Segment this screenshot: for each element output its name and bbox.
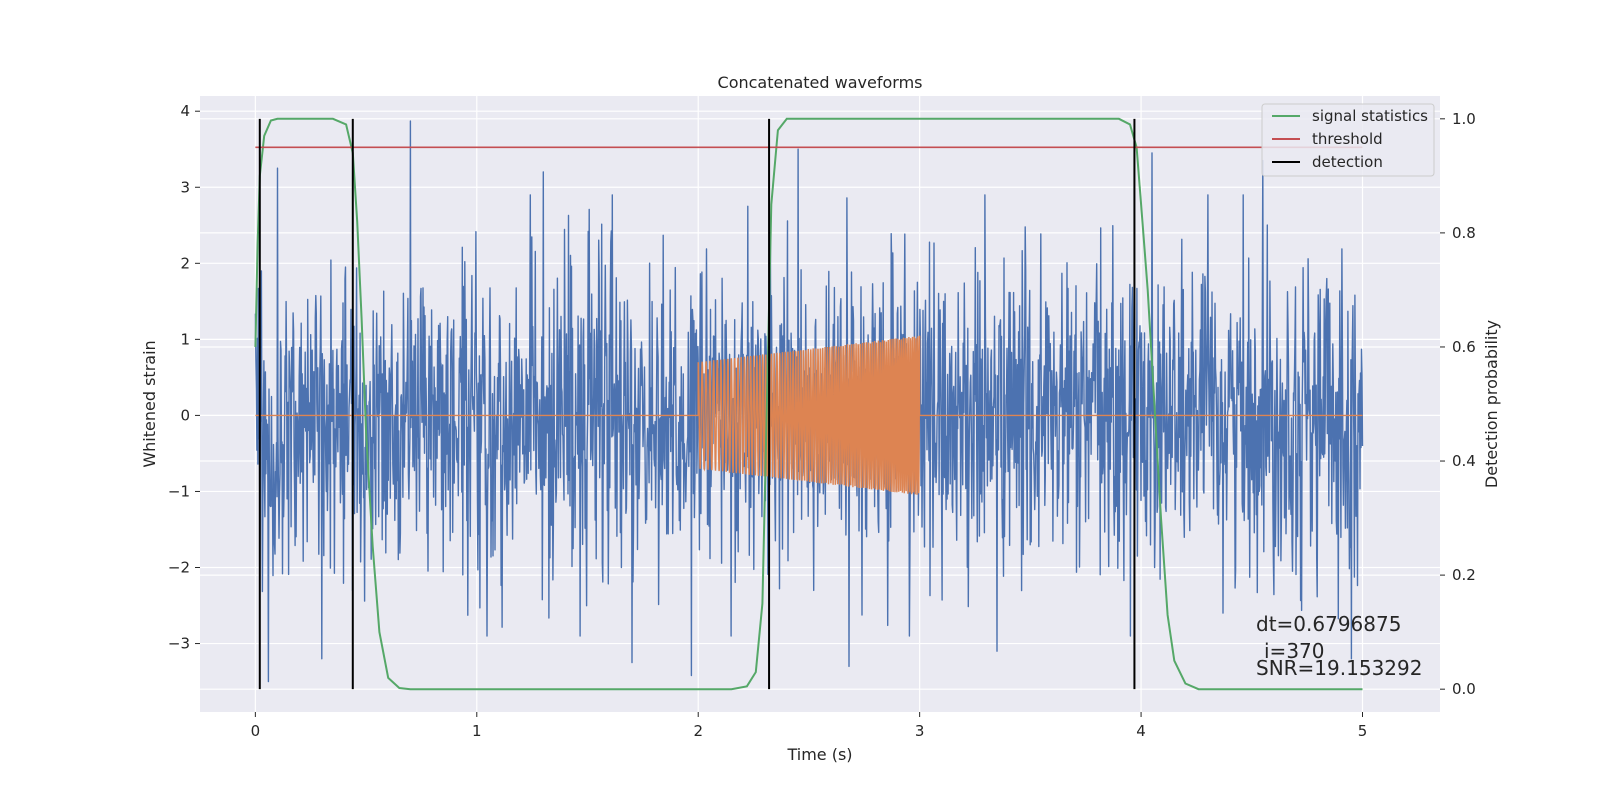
annotation-dt: dt=0.6796875 xyxy=(1256,612,1401,636)
legend-label-detection: detection xyxy=(1312,153,1383,171)
x-axis-label: Time (s) xyxy=(786,745,852,764)
legend-label-signal-statistics: signal statistics xyxy=(1312,107,1428,125)
annotations: dt=0.6796875 i=370 SNR=19.153292 xyxy=(1256,612,1422,680)
y2-tick-label: 1.0 xyxy=(1452,110,1476,128)
y2-tick-label: 0.8 xyxy=(1452,224,1476,242)
x-tick-label: 5 xyxy=(1358,722,1368,740)
y-tick-label: −1 xyxy=(168,482,190,500)
y-ticks: −3 −2 −1 0 1 2 3 4 xyxy=(168,102,200,653)
y-tick-label: 0 xyxy=(180,406,190,424)
y2-tick-label: 0.0 xyxy=(1452,680,1476,698)
y2-axis-label: Detection probability xyxy=(1482,320,1501,488)
x-tick-label: 3 xyxy=(915,722,925,740)
y-tick-label: 1 xyxy=(180,330,190,348)
y-tick-label: −2 xyxy=(168,559,190,577)
legend-box xyxy=(1261,103,1435,177)
legend-label-threshold: threshold xyxy=(1312,130,1383,148)
x-tick-label: 4 xyxy=(1136,722,1146,740)
y-tick-label: 2 xyxy=(180,254,190,272)
x-tick-label: 0 xyxy=(251,722,261,740)
y-axis-label: Whitened strain xyxy=(140,340,159,467)
y-tick-label: −3 xyxy=(168,635,190,653)
x-tick-label: 1 xyxy=(472,722,482,740)
y2-tick-label: 0.2 xyxy=(1452,566,1476,584)
series-signal-statistics-line xyxy=(254,117,1363,691)
grid-y2 xyxy=(200,118,1440,690)
series-layer xyxy=(254,117,1364,691)
x-ticks: 0 1 2 3 4 5 xyxy=(251,712,1368,740)
chart-title: Concatenated waveforms xyxy=(718,73,923,92)
y2-tick-label: 0.6 xyxy=(1452,338,1476,356)
series-chirp-line xyxy=(255,335,1363,495)
annotation-snr: SNR=19.153292 xyxy=(1256,656,1422,680)
x-tick-label: 2 xyxy=(693,722,703,740)
legend: signal statistics threshold detection xyxy=(1261,103,1435,177)
y-tick-label: 3 xyxy=(180,178,190,196)
y2-ticks: 0.0 0.2 0.4 0.6 0.8 1.0 xyxy=(1440,110,1476,698)
annotation-i: i=370 xyxy=(1264,639,1325,663)
y2-tick-label: 0.4 xyxy=(1452,452,1476,470)
y-tick-label: 4 xyxy=(180,102,190,120)
